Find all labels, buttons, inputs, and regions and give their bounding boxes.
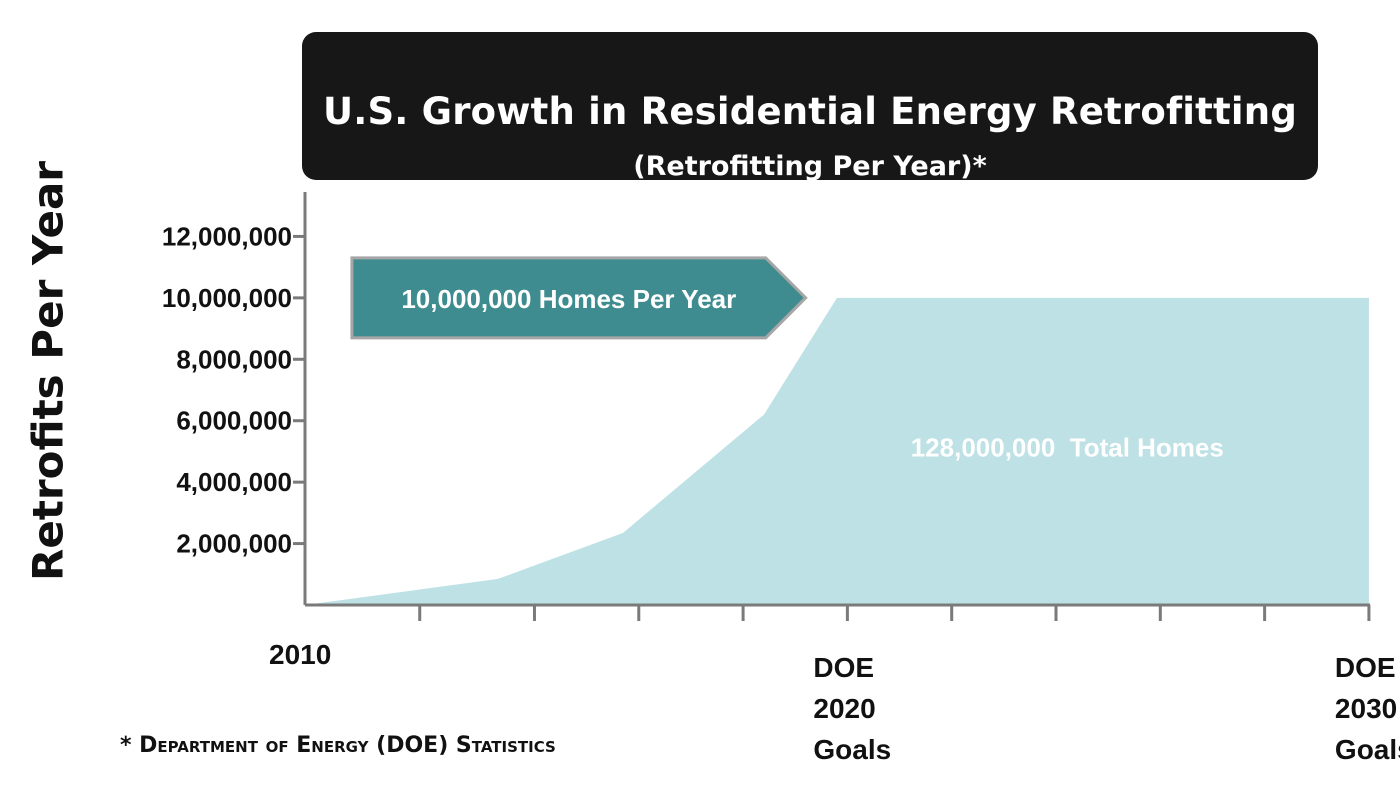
area-series — [305, 297, 1369, 605]
y-tick-label: 12,000,000 — [162, 221, 292, 251]
y-tick-label: 2,000,000 — [176, 529, 292, 559]
arrow-annotation-label: 10,000,000 Homes Per Year — [401, 284, 736, 314]
y-tick-label: 10,000,000 — [162, 283, 292, 313]
chart-title: U.S. Growth in Residential Energy Retrof… — [322, 90, 1298, 133]
y-tick-label: 6,000,000 — [176, 406, 292, 436]
x-tick-label: DOE 2020 Goals — [813, 652, 891, 765]
y-tick-label: 8,000,000 — [176, 344, 292, 374]
x-tick-label: DOE2030Goals — [1335, 652, 1400, 765]
arrow-annotation-shape — [350, 256, 808, 340]
chart-subtitle: (Retrofitting Per Year)* — [633, 151, 987, 182]
total-homes-annotation: 128,000,000 Total Homes — [911, 432, 1224, 462]
chart-title-box: U.S. Growth in Residential Energy Retrof… — [302, 32, 1318, 182]
footnote: * Department of Energy (DOE) Statistics — [120, 733, 556, 758]
y-tick-label: 4,000,000 — [176, 467, 292, 497]
x-tick-label: 2010 — [269, 639, 331, 670]
